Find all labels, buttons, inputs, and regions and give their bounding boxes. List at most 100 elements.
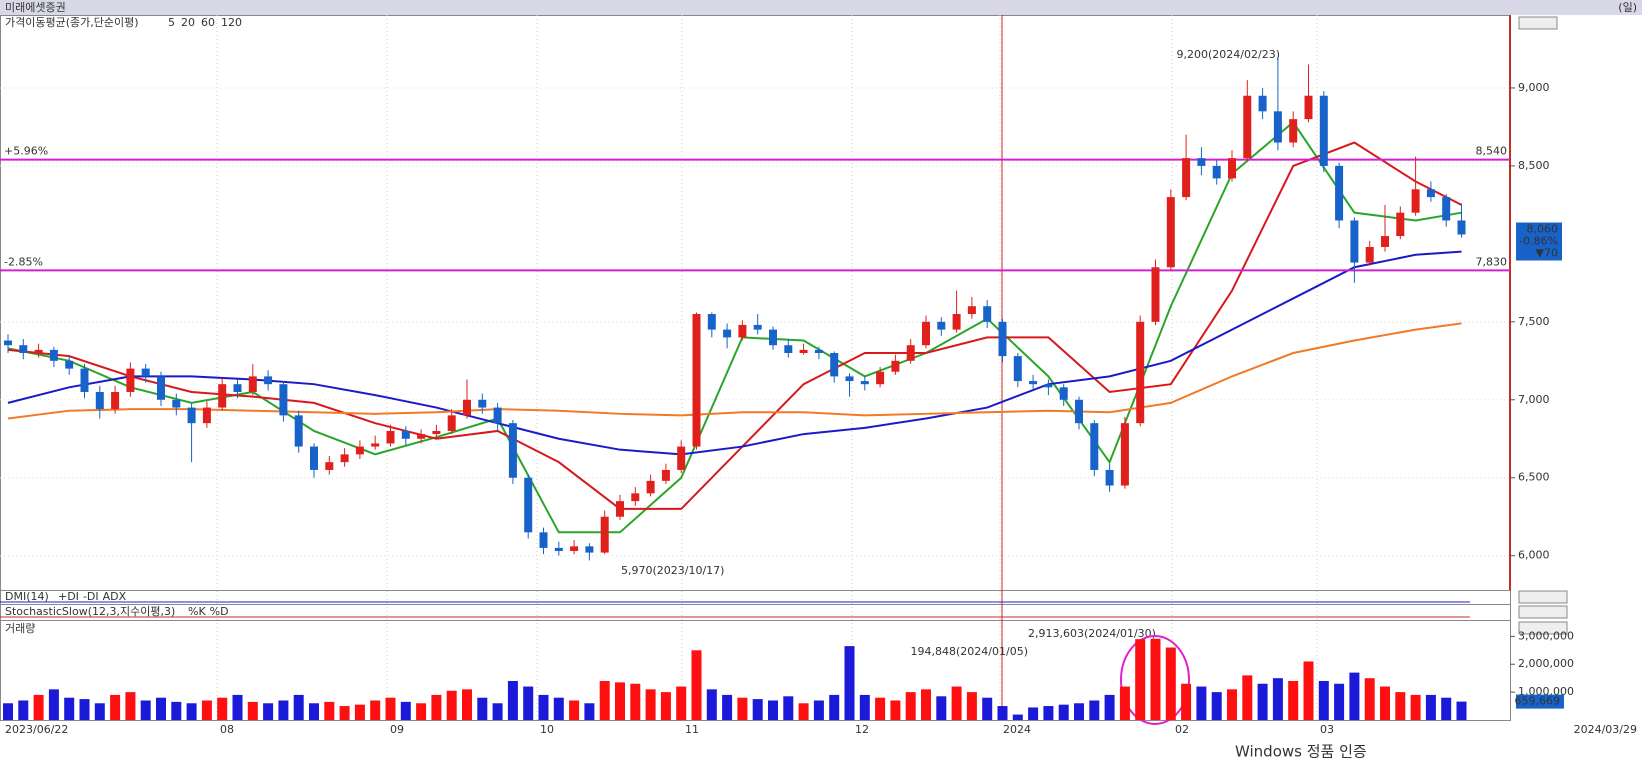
candle-body (998, 321, 1007, 357)
volume-bar (18, 700, 29, 720)
volume-bar (186, 703, 197, 720)
candle-body (1228, 158, 1236, 179)
candle-body (1273, 111, 1282, 143)
panel-buttons[interactable] (1518, 16, 1568, 635)
legend-entry: 5 (168, 16, 175, 29)
volume-bar (140, 700, 151, 720)
candle-body (1289, 119, 1298, 143)
candle-body (585, 546, 594, 553)
legend-entry: +DI (58, 590, 79, 603)
candle-body (65, 360, 74, 369)
volume-tick-label: 2,000,000 (1518, 657, 1574, 670)
candle-body (1013, 356, 1022, 382)
legend-entry: -DI (83, 590, 99, 603)
volume-bar (599, 680, 610, 720)
volume-title: 거래량 (5, 622, 35, 635)
button[interactable] (1518, 590, 1568, 604)
candle-body (1044, 384, 1053, 388)
volume-bar (859, 694, 870, 720)
volume-bar (94, 703, 105, 720)
button[interactable] (1518, 621, 1568, 635)
candle-body (19, 345, 28, 354)
volume-bar (1364, 678, 1375, 720)
candle-body (661, 469, 670, 481)
candle-body (371, 443, 380, 447)
volume-tick-label: 3,000,000 (1518, 629, 1574, 642)
candle-body (4, 340, 12, 346)
volume-bar (875, 697, 886, 720)
button[interactable] (1518, 605, 1568, 619)
volume-bar (507, 680, 518, 720)
volume-bar (1150, 638, 1161, 720)
candle-body (386, 430, 395, 444)
volume-bar (1334, 683, 1345, 720)
volume-bar (584, 703, 595, 720)
candle-body (80, 368, 89, 392)
volume-bar (997, 706, 1008, 720)
volume-bar (492, 703, 503, 720)
candle-body (799, 349, 808, 354)
volume-bar (890, 700, 901, 720)
period: (일) (1618, 0, 1637, 14)
level-label: 8,540 (1476, 145, 1508, 158)
legend-entry: ADX (103, 590, 127, 603)
x-tick-label: 2024 (1003, 723, 1031, 736)
candle-body (1396, 212, 1405, 237)
volume-bar (752, 699, 763, 720)
volume-bar (722, 694, 733, 720)
candle-body (1258, 95, 1267, 112)
app-title: 미래에셋증권 (5, 1, 66, 14)
volume-bar (79, 699, 90, 720)
volume-bar (385, 697, 396, 720)
candle-body (202, 407, 211, 424)
candle-body (1151, 267, 1160, 322)
candle-body (539, 532, 548, 548)
candle-body (233, 384, 242, 392)
y-tick-label: 6,000 (1518, 549, 1550, 562)
volume-bar (263, 703, 274, 720)
button[interactable] (1518, 16, 1558, 30)
candle-body (1243, 95, 1252, 159)
volume-bar (798, 703, 809, 720)
volume-bar (553, 697, 564, 720)
candle-body (172, 399, 181, 408)
volume-bar (1181, 683, 1192, 720)
candle-body (784, 345, 793, 354)
candle-body (570, 546, 579, 552)
candle-body (325, 462, 334, 470)
volume-bar (1211, 692, 1222, 720)
volume-bar (1410, 694, 1421, 720)
candle-body (600, 516, 609, 553)
volume-bar (354, 704, 365, 720)
low-label: 5,970(2023/10/17) (621, 564, 724, 577)
volume-bar (1456, 701, 1467, 720)
volume-bar (370, 700, 381, 720)
current-diff: ▼70 (1536, 247, 1558, 260)
y-tick-label: 7,000 (1518, 393, 1550, 406)
candle-body (1166, 197, 1175, 268)
x-tick-label: 12 (855, 723, 869, 736)
candle-body (1029, 381, 1038, 385)
volume-bar (400, 701, 411, 720)
level-label: 7,830 (1476, 255, 1508, 268)
candle-body (1411, 189, 1420, 213)
volume-bar (1227, 689, 1237, 720)
current-change: -0.86% (1519, 235, 1558, 248)
candle-body (1319, 95, 1328, 166)
candle-body (830, 353, 839, 377)
y-tick-label: 8,500 (1518, 159, 1550, 172)
volume-bar (768, 700, 778, 720)
candle-body (1335, 165, 1344, 221)
candle-body (1365, 246, 1374, 263)
volume-panel (0, 620, 1511, 721)
candle-body (814, 349, 823, 354)
current-label: 8,060 (1527, 223, 1559, 236)
legend-entry: %K (188, 605, 206, 618)
volume-bar (1257, 683, 1268, 720)
candle-body (692, 314, 701, 447)
candle-body (524, 477, 533, 533)
x-tick-label: 09 (390, 723, 404, 736)
volume-bar (431, 694, 442, 720)
candle-body (1457, 220, 1466, 235)
volume-bar (936, 696, 947, 720)
